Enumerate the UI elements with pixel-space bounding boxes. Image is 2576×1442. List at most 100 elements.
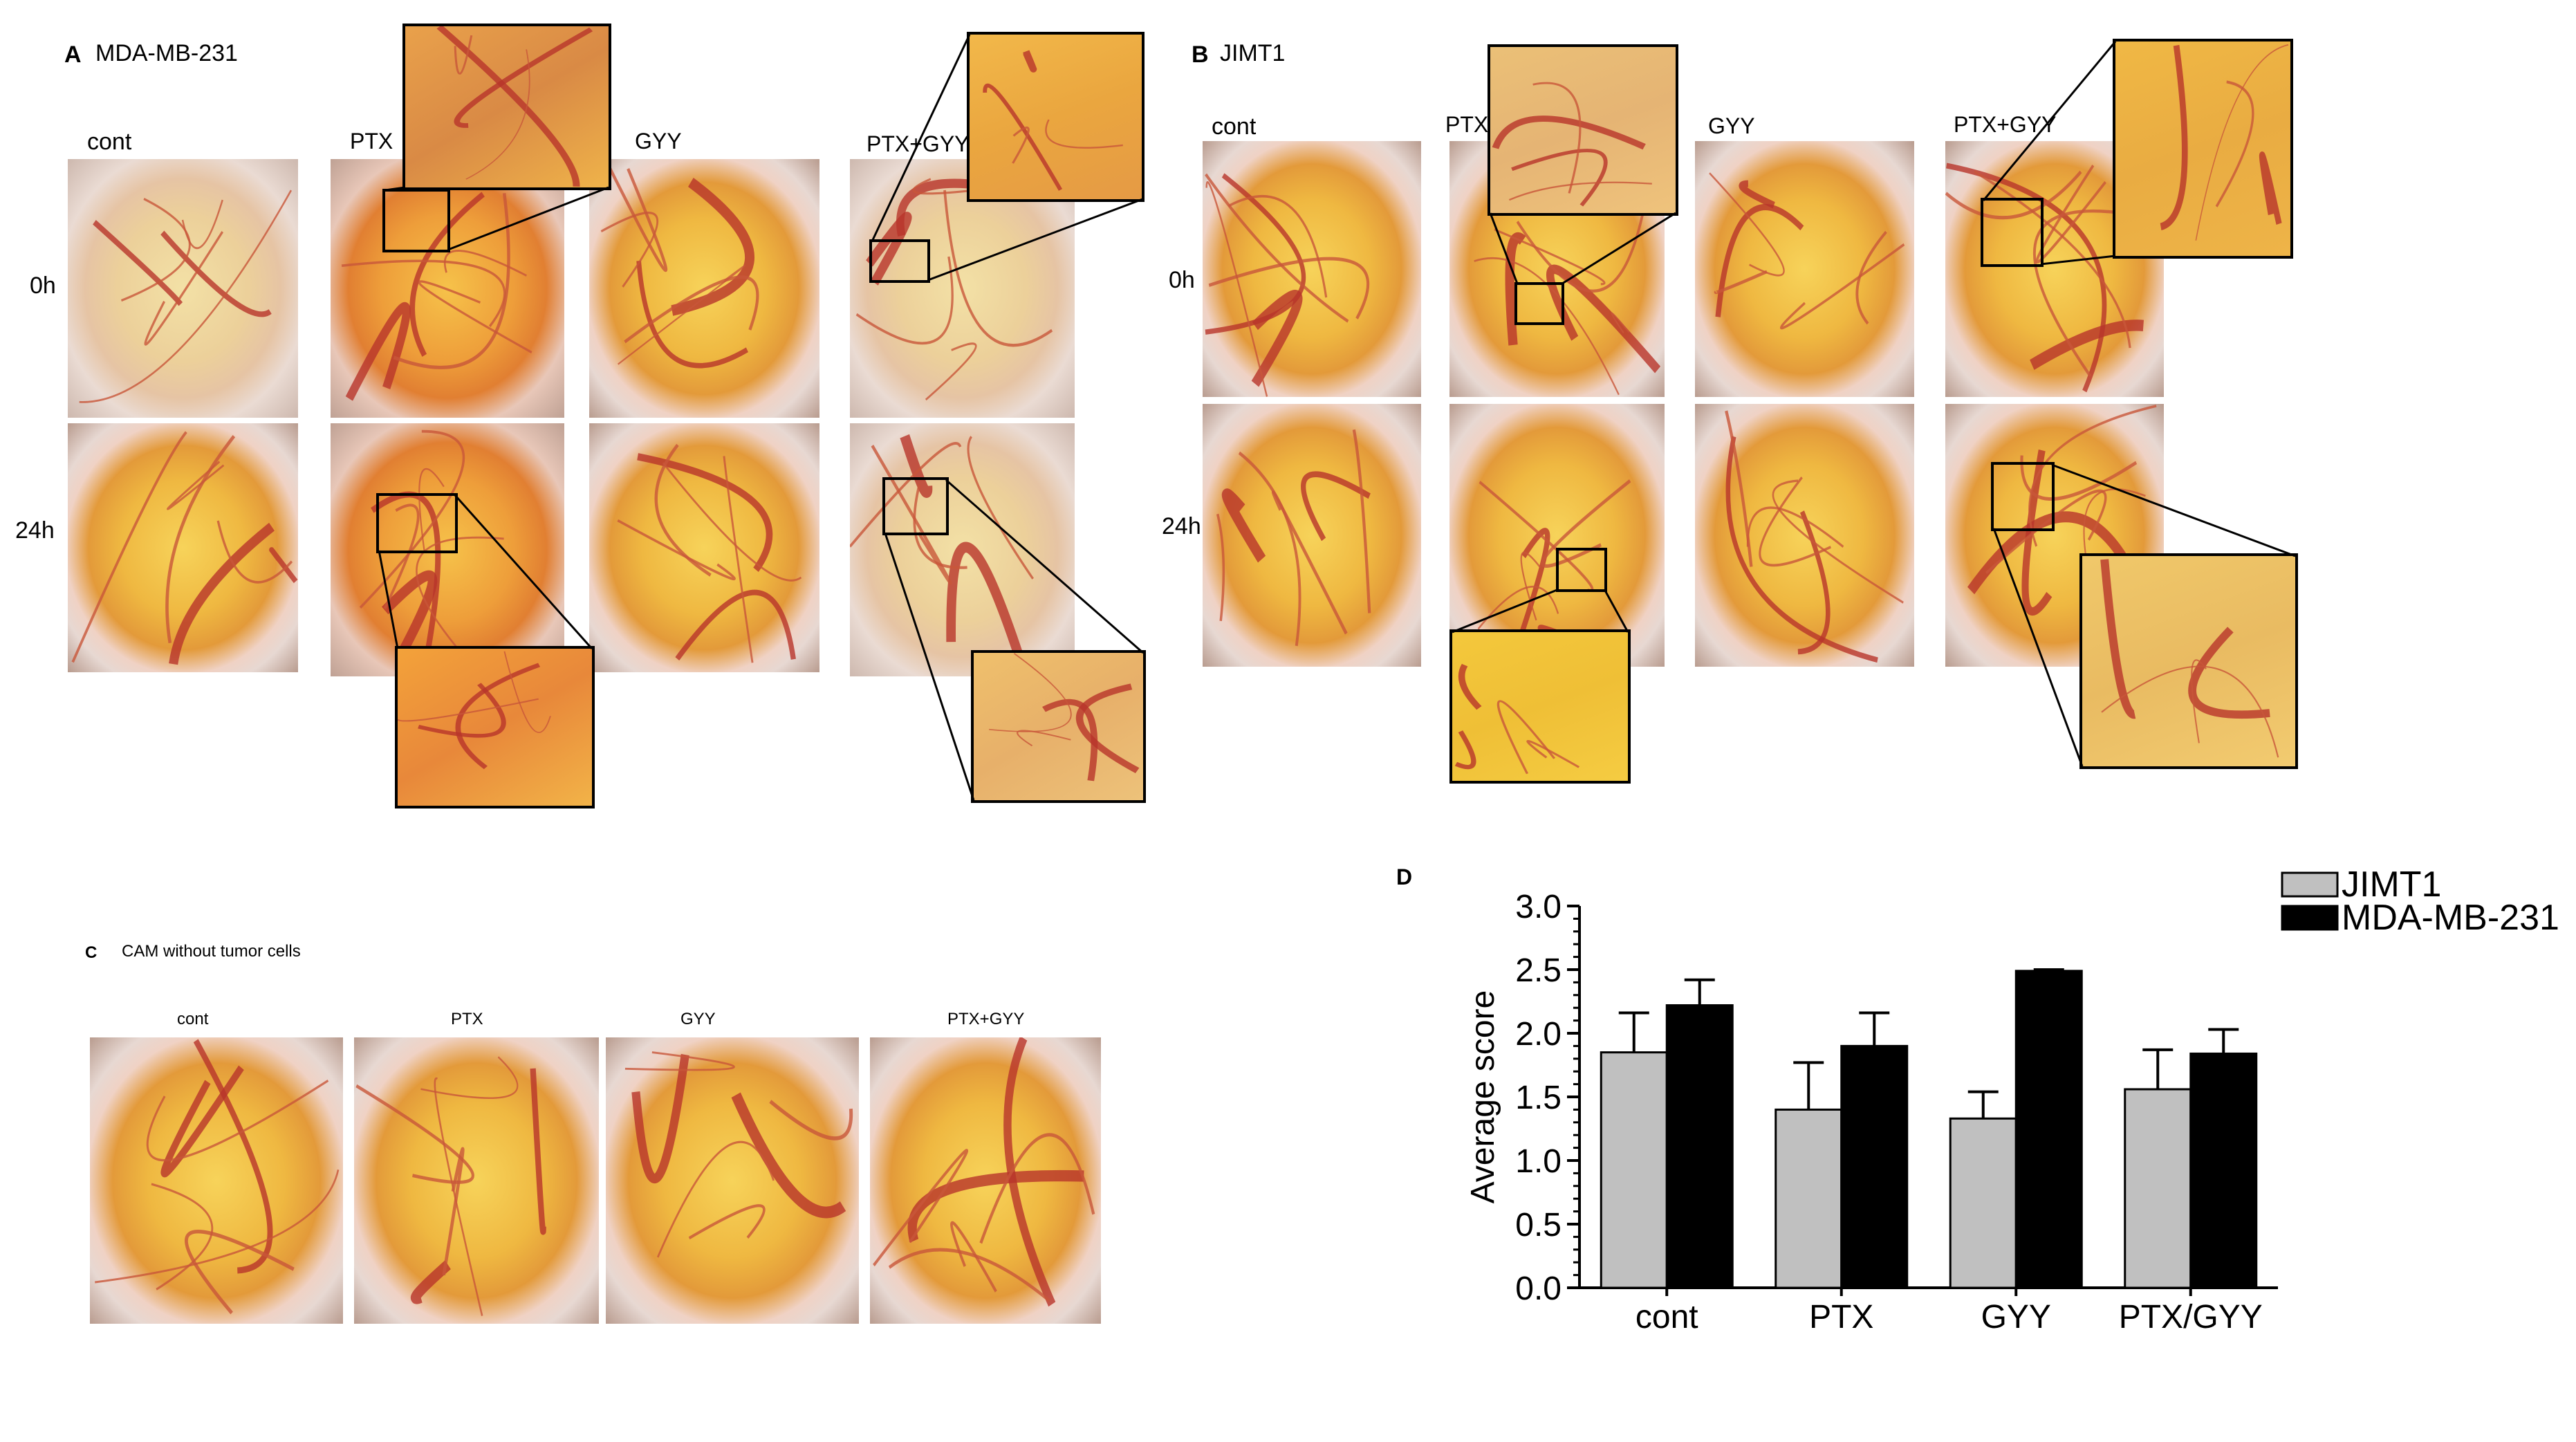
cam-photo-a-cont-0h [68, 159, 298, 418]
vessel-line [1797, 510, 1831, 655]
blood-vessels [398, 651, 551, 770]
vessel-line [2035, 165, 2106, 264]
vessel-line [654, 443, 712, 577]
bar-jimt1 [2124, 1088, 2192, 1289]
vessel-line [2188, 627, 2270, 719]
panel-b-row-0h: 0h [1169, 267, 1195, 293]
zoom-box-a-ptxgyy-0h [869, 239, 930, 283]
vessel-line [606, 163, 668, 272]
bar-jimt1 [1949, 1117, 2017, 1289]
vessel-line [144, 230, 224, 346]
vessel-line [1725, 436, 1878, 663]
cam-photo-a-ptxgyy-24h [850, 423, 1075, 676]
blood-vessels [95, 1039, 340, 1315]
vessel-line [443, 250, 527, 277]
panel-a-col-gyy: GYY [635, 129, 682, 154]
vessel-line [1458, 663, 1482, 710]
vessel-line [1714, 270, 1768, 295]
vessel-line [1709, 172, 1785, 277]
blood-vessels [436, 26, 593, 187]
vessel-line [120, 197, 191, 302]
zoom-box-b-ptxgyy-24h [1991, 462, 2055, 531]
panel-b-col-cont: cont [1212, 113, 1257, 140]
bar-mda-mb-231 [1665, 1004, 1734, 1289]
vessel-line [925, 342, 977, 401]
panel-b-title: JIMT1 [1220, 40, 1286, 66]
x-tick-label: cont [1636, 1299, 1698, 1335]
panel-a-letter: A [64, 41, 82, 68]
vessel-line [2100, 559, 2136, 719]
blood-vessels [1216, 429, 1371, 647]
blood-vessels [355, 1056, 546, 1316]
cam-photo-a-cont-24h [68, 423, 298, 672]
vessel-line [1477, 585, 1559, 630]
vessel-line [1541, 479, 1631, 568]
vessel-line [855, 256, 954, 345]
blood-vessels [79, 190, 293, 403]
panel-d-letter: D [1396, 865, 1413, 889]
vessel-line [1725, 410, 1753, 567]
panel-a-title: MDA-MB-231 [95, 40, 238, 66]
vessel-line [160, 230, 272, 317]
vessel-line [900, 434, 933, 498]
cam-photo-c-gyy [606, 1037, 859, 1324]
vessel-line [688, 1204, 766, 1240]
vessel-line [79, 190, 293, 403]
vessel-line [1715, 204, 1804, 317]
vessel-line [1075, 683, 1140, 773]
vessel-line [165, 435, 236, 644]
blood-vessels [983, 50, 1123, 191]
blood-vessels [71, 431, 298, 665]
vessel-line [454, 27, 593, 128]
vessel-line [1227, 194, 1328, 298]
blood-vessels [600, 163, 759, 369]
vessel-line [418, 468, 445, 553]
cam-photo-b-ptx-24h [1449, 404, 1665, 667]
vessel-line [1508, 181, 1652, 201]
vessel-line [341, 259, 506, 328]
vessel-line [185, 1230, 295, 1315]
inset-a-ptx-0h [402, 24, 611, 190]
vessel-line [1779, 243, 1905, 330]
panel-c-col-gyy: GYY [680, 1010, 716, 1028]
blood-vessels [1709, 172, 1905, 330]
panel-b-col-ptx-gyy: PTX+GYY [1954, 112, 2057, 137]
vessel-line [631, 1053, 689, 1183]
x-tick-label: PTX/GYY [2119, 1299, 2263, 1335]
vessel-line [873, 1149, 969, 1267]
bar-jimt1 [1775, 1108, 1843, 1289]
panel-c-col-ptx-gyy: PTX+GYY [947, 1010, 1025, 1028]
inset-b-ptxgyy-0h [2113, 39, 2293, 259]
blood-vessels [1477, 479, 1631, 661]
vessel-line [359, 429, 465, 609]
vessel-line [71, 431, 187, 663]
y-axis-label: Average score [1465, 990, 1501, 1204]
vessel-line [420, 1056, 519, 1099]
cam-photo-b-gyy-0h [1695, 141, 1914, 397]
cam-photo-c-cont [90, 1037, 343, 1324]
x-tick-label: GYY [1981, 1299, 2051, 1335]
zoom-box-b-ptx-0h [1514, 282, 1564, 325]
panel-b-row-24h: 24h [1162, 513, 1201, 539]
vessel-line [1205, 173, 1349, 323]
panel-a-row-24h: 24h [15, 517, 55, 544]
vessel-line [1301, 471, 1371, 542]
vessel-line [1511, 149, 1608, 207]
panel-a-col-ptx: PTX [350, 129, 393, 154]
vessel-line [216, 520, 293, 584]
y-tick-label: 1.5 [1515, 1080, 1562, 1116]
legend-label: MDA-MB-231 [2342, 898, 2559, 938]
panel-a-col-ptx-gyy: PTX+GYY [867, 131, 970, 156]
vessel-line [671, 177, 754, 316]
vessel-line [1023, 50, 1037, 73]
vessel-line [160, 1065, 244, 1178]
blood-vessels [624, 1051, 853, 1258]
inset-a-ptx-24h [395, 646, 595, 808]
vessel-line [600, 212, 658, 288]
vessel-line [1238, 451, 1301, 647]
vessel-line [617, 519, 736, 581]
vessel-line [530, 1068, 546, 1235]
cam-photo-b-gyy-24h [1695, 404, 1914, 667]
vessel-line [983, 83, 1063, 191]
vessel-line [656, 1140, 775, 1258]
